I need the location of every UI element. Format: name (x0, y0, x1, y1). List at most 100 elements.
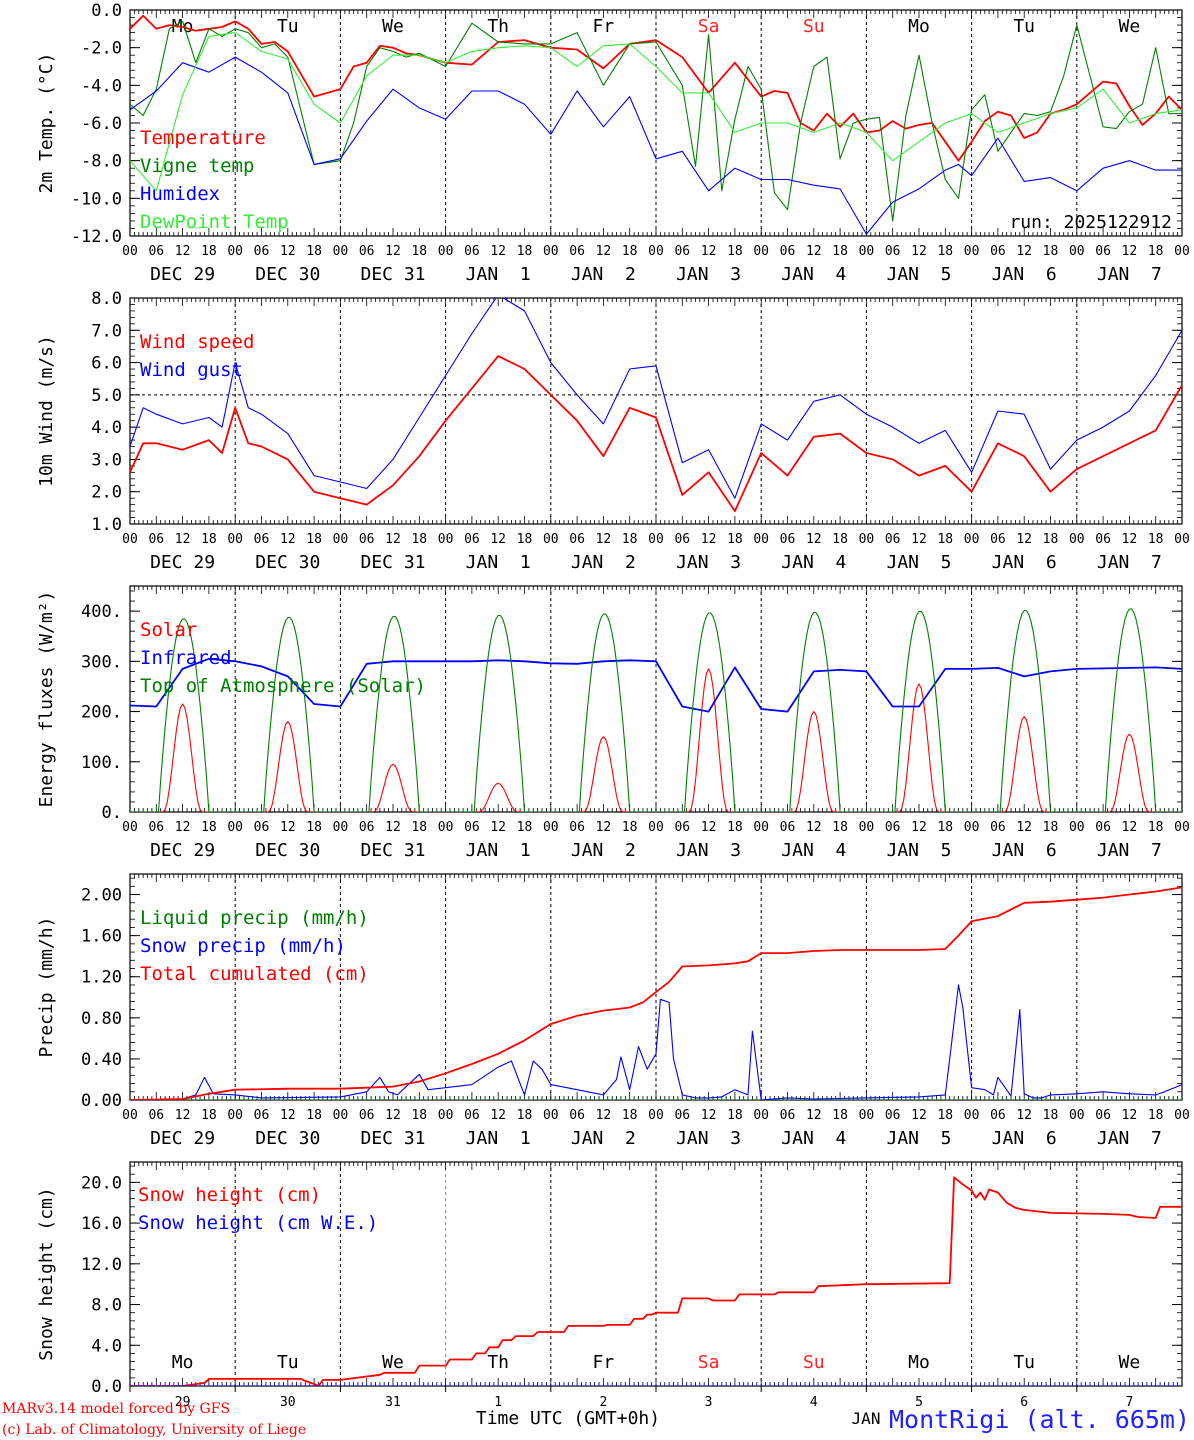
panel-3: 400. 300. 200. 100. 0. Energy fluxes (W/m²) 00… (36, 585, 1190, 861)
series-group (130, 886, 1182, 1100)
day-number-label: 31 (385, 1395, 401, 1410)
y-tick-label: 0.00 (81, 1091, 122, 1111)
hour-tick-label: 06 (1095, 1108, 1111, 1123)
y-tick-label: 3.0 (91, 450, 122, 470)
credit-line-2: (c) Lab. of Climatology, University of L… (2, 1422, 306, 1438)
legend-entry: Infrared (140, 647, 232, 669)
y-tick-label: 1.0 (91, 515, 122, 535)
hour-tick-label: 18 (411, 1108, 427, 1123)
day-number-label: 3 (705, 1395, 713, 1410)
y-tick-label: 6.0 (91, 354, 122, 374)
day-number-label: 7 (1125, 1395, 1133, 1410)
x-ticks (129, 298, 1183, 524)
date-label: JAN 4 (781, 840, 846, 861)
hour-tick-label: 18 (1043, 820, 1059, 835)
date-label: JAN 4 (781, 1128, 846, 1149)
hour-tick-label: 12 (911, 820, 927, 835)
hour-tick-label: 18 (832, 244, 848, 259)
date-label: DEC 31 (360, 840, 425, 861)
hour-tick-label: 00 (122, 820, 138, 835)
date-label: JAN 3 (676, 552, 741, 573)
date-label: DEC 30 (255, 1128, 320, 1149)
hour-tick-label: 18 (306, 820, 322, 835)
hour-tick-label: 18 (411, 820, 427, 835)
hour-tick-label: 00 (648, 244, 664, 259)
y-tick-label: 1.20 (81, 968, 122, 988)
y-tick-label: -4.0 (81, 76, 122, 96)
station-name: MontRigi (alt. 665m) (889, 1405, 1190, 1434)
hour-tick-label: 00 (964, 820, 980, 835)
legend-entry: Snow height (cm W.E.) (138, 1212, 378, 1234)
y-tick-label: 7.0 (91, 321, 122, 341)
hour-tick-label: 12 (596, 820, 612, 835)
hour-tick-label: 18 (832, 532, 848, 547)
weekday-label: Th (487, 1352, 509, 1373)
weekday-label: We (1119, 16, 1141, 37)
weekday-label: Su (803, 16, 825, 37)
hour-tick-label: 18 (727, 532, 743, 547)
weekday-label: Mo (908, 16, 930, 37)
hour-tick-label: 12 (596, 1108, 612, 1123)
legend-entry: Total cumulated (cm) (140, 963, 369, 985)
hour-tick-label: 12 (490, 532, 506, 547)
hour-tick-label: 18 (411, 532, 427, 547)
y-tick-label: -6.0 (81, 114, 122, 134)
hour-tick-label: 18 (306, 244, 322, 259)
hour-tick-label: 12 (806, 1108, 822, 1123)
hour-tick-label: 00 (753, 1108, 769, 1123)
legend-entry: Wind speed (140, 331, 254, 353)
y-axis-label: 2m Temp. (°C) (36, 53, 57, 194)
hour-tick-label: 00 (859, 532, 875, 547)
hour-tick-label: 00 (438, 244, 454, 259)
day-number-label: 29 (175, 1395, 191, 1410)
hour-tick-label: 12 (701, 820, 717, 835)
hour-tick-label: 18 (306, 1108, 322, 1123)
panel-4: 2.00 1.60 1.20 0.80 0.40 0.00 Precip (mm/h) 00 0… (36, 873, 1190, 1149)
hour-tick-label: 18 (937, 1108, 953, 1123)
x-ticks (129, 10, 1183, 236)
y-tick-label: 100. (81, 753, 122, 773)
date-label: DEC 31 (360, 552, 425, 573)
series-line-wind-gust (130, 298, 1182, 499)
y-axis-label: Precip (mm/h) (36, 917, 57, 1058)
hour-tick-label: 06 (990, 1108, 1006, 1123)
hour-tick-label: 06 (569, 1108, 585, 1123)
y-tick-label: -2.0 (81, 39, 122, 59)
hour-tick-label: 06 (674, 1108, 690, 1123)
hour-tick-label: 12 (490, 244, 506, 259)
hour-tick-label: 06 (464, 244, 480, 259)
series-line-temperature (130, 14, 1182, 162)
hour-tick-label: 00 (859, 244, 875, 259)
hour-tick-label: 18 (622, 1108, 638, 1123)
day-number-label: 1 (494, 1395, 502, 1410)
hour-tick-label: 06 (885, 244, 901, 259)
weekday-label: Mo (908, 1352, 930, 1373)
series-group (130, 608, 1182, 812)
hour-tick-label: 06 (780, 820, 796, 835)
hour-tick-label: 00 (122, 1108, 138, 1123)
date-label: JAN 6 (992, 264, 1057, 285)
hour-tick-label: 06 (674, 532, 690, 547)
date-label: DEC 30 (255, 552, 320, 573)
hour-tick-label: 06 (780, 1108, 796, 1123)
hour-tick-label: 12 (596, 244, 612, 259)
hour-tick-label: 00 (333, 244, 349, 259)
hour-tick-label: 00 (543, 820, 559, 835)
hour-tick-label: 00 (753, 820, 769, 835)
date-label: JAN 7 (1097, 552, 1162, 573)
hour-tick-label: 12 (385, 532, 401, 547)
hour-tick-label: 12 (1016, 244, 1032, 259)
hour-tick-label: 12 (280, 1108, 296, 1123)
date-label: JAN 4 (781, 552, 846, 573)
hour-tick-label: 06 (148, 1108, 164, 1123)
y-tick-label: 12.0 (81, 1255, 122, 1275)
hour-tick-label: 00 (333, 820, 349, 835)
hour-tick-label: 18 (622, 244, 638, 259)
hour-tick-label: 18 (727, 1108, 743, 1123)
series-line-total-cumulated-cm- (130, 886, 1182, 1100)
hour-tick-label: 18 (517, 820, 533, 835)
hour-tick-label: 06 (569, 244, 585, 259)
hour-tick-label: 12 (806, 532, 822, 547)
y-tick-label: 0.0 (91, 1, 122, 21)
